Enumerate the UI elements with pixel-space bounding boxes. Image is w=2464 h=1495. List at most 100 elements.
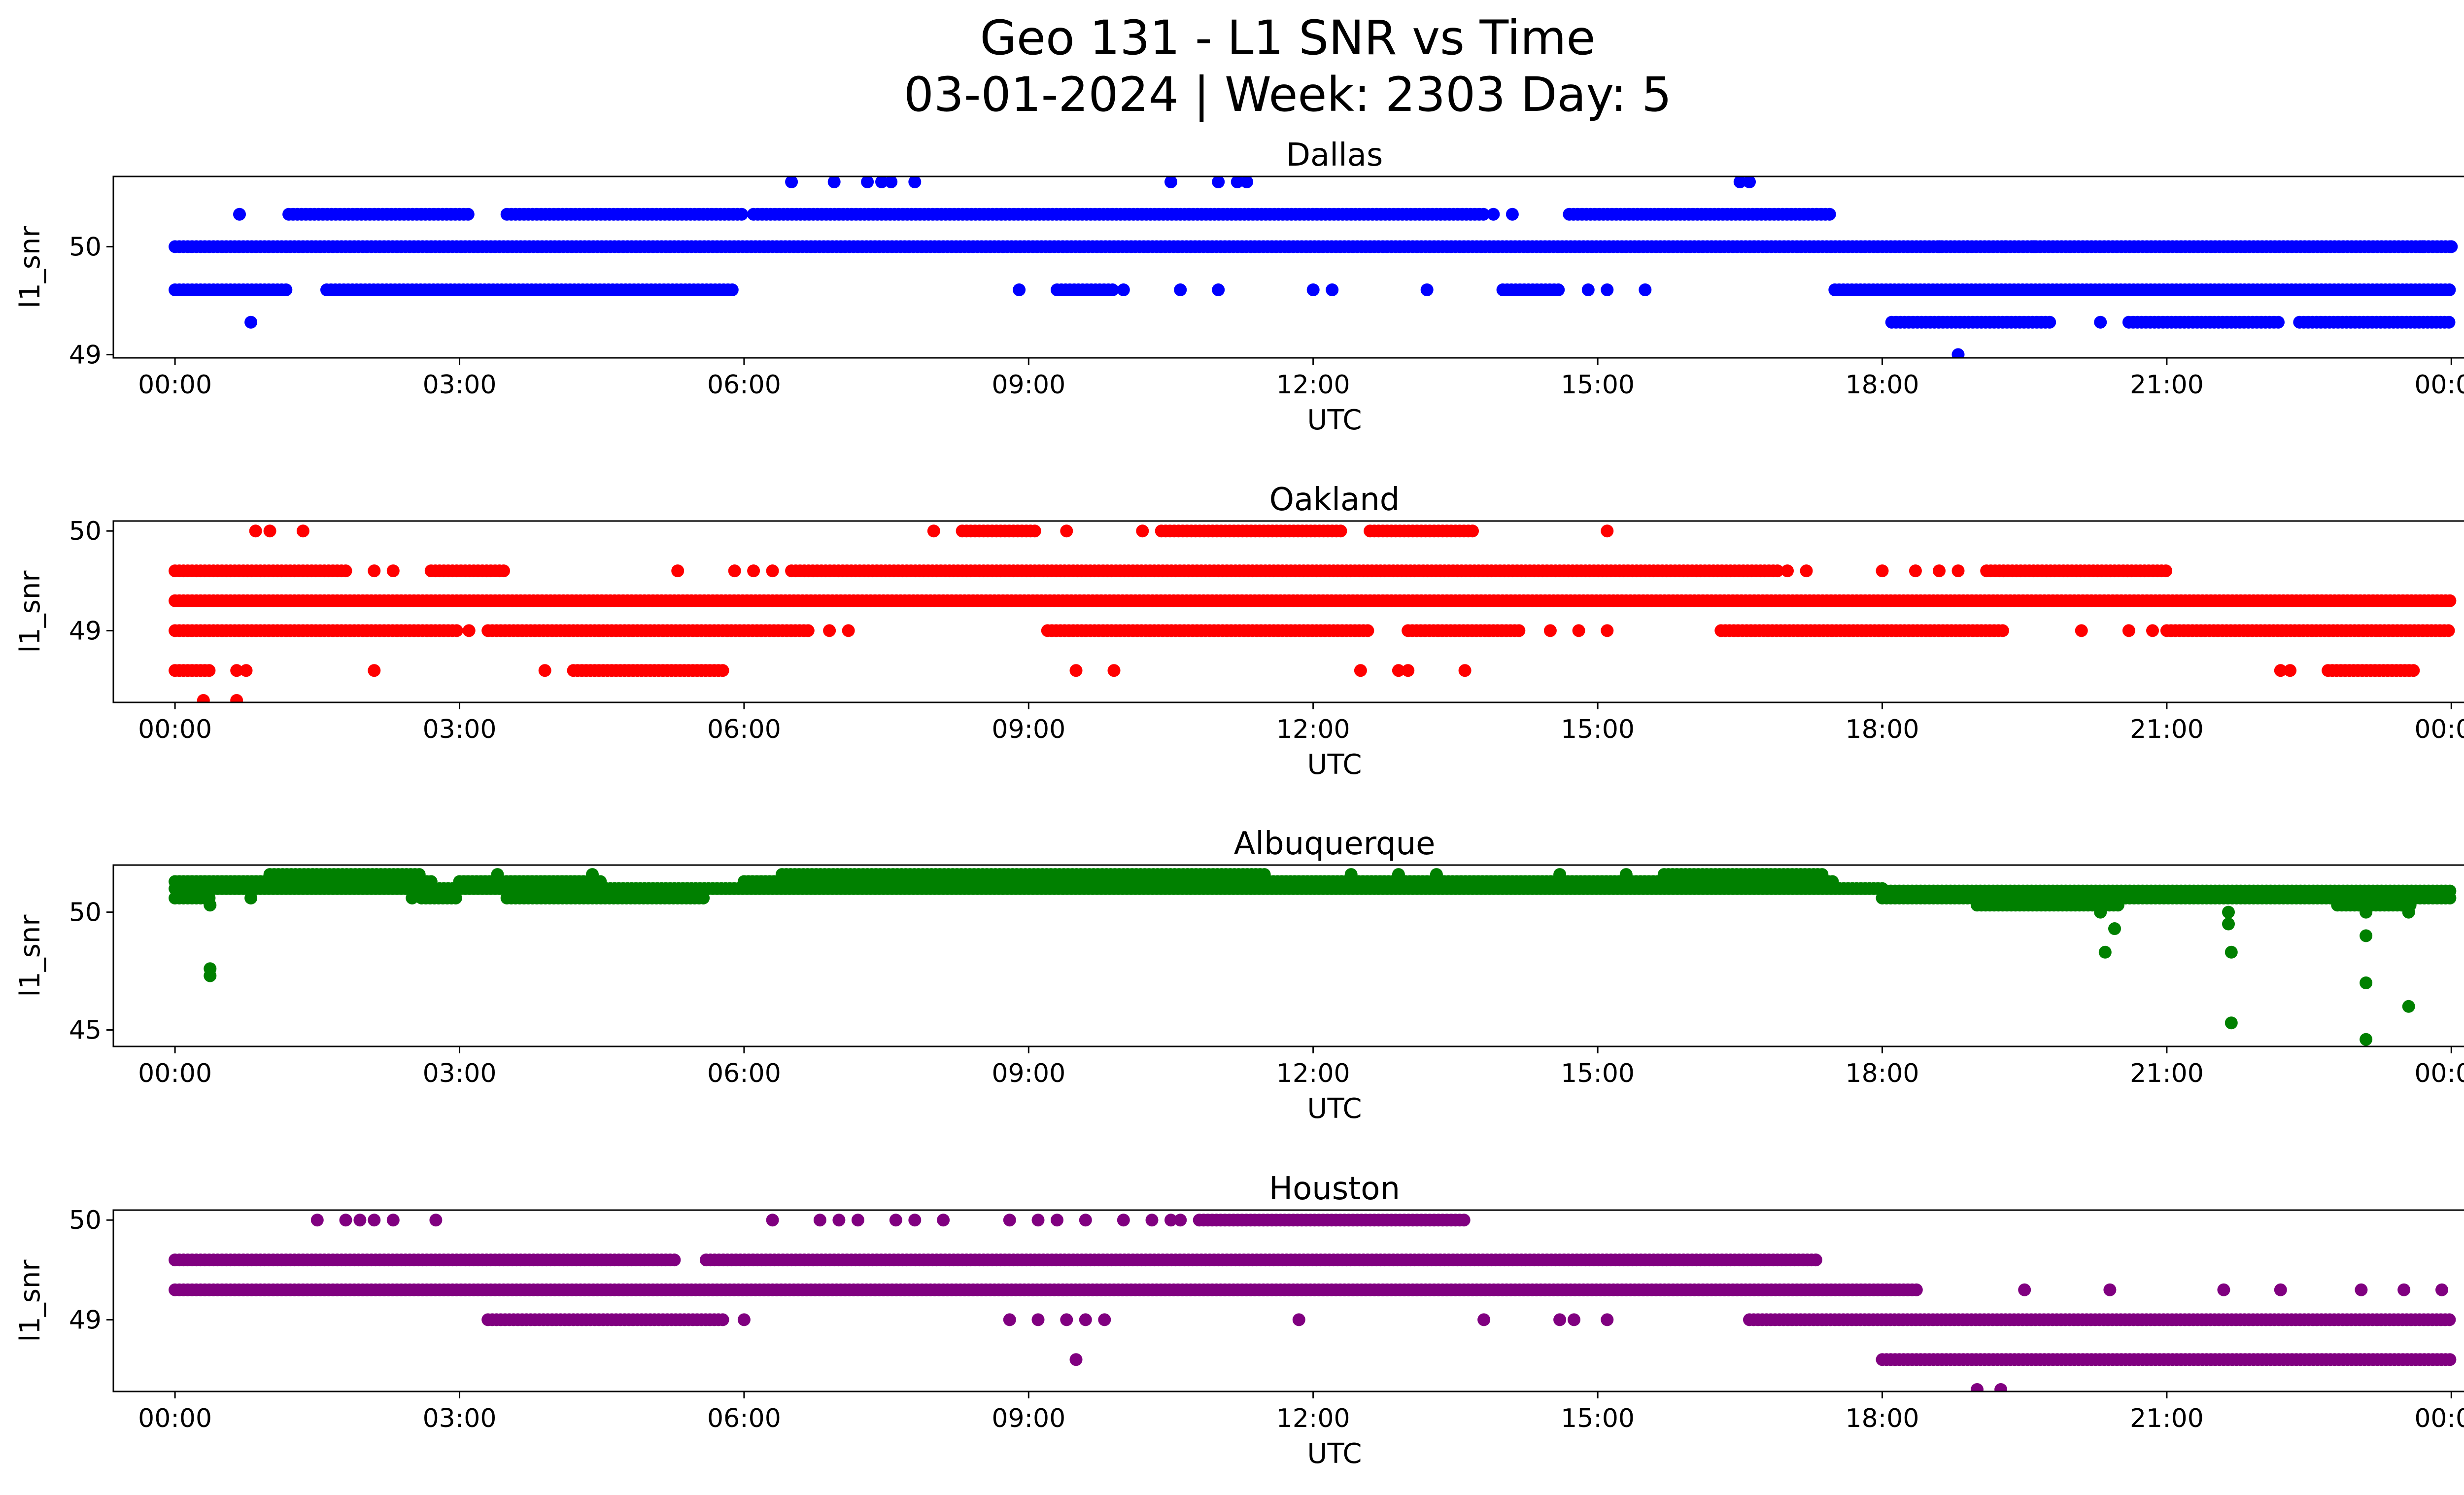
data-point: [697, 891, 710, 904]
figure-title: Geo 131 - L1 SNR vs Time: [980, 10, 1596, 66]
data-point: [1136, 524, 1149, 538]
data-point: [1106, 283, 1119, 296]
data-point: [339, 564, 352, 578]
data-point: [1240, 176, 1253, 188]
data-point: [1231, 176, 1244, 188]
data-point: [1487, 208, 1500, 221]
x-tick-label: 12:00: [1276, 370, 1350, 400]
data-point: [233, 208, 246, 221]
x-tick-label: 00:00: [2414, 370, 2464, 400]
data-point: [1258, 868, 1271, 881]
data-point: [230, 664, 243, 677]
data-point: [1117, 283, 1130, 296]
data-point: [296, 524, 309, 538]
data-point: [1876, 564, 1889, 578]
data-point: [279, 283, 293, 296]
x-tick-label: 12:00: [1276, 1059, 1350, 1088]
data-point: [1619, 868, 1633, 881]
data-point: [1334, 524, 1347, 538]
data-point: [1951, 348, 1965, 358]
data-point: [1572, 624, 1585, 637]
panel-title: Oakland: [1269, 482, 1400, 518]
data-point: [823, 624, 836, 637]
data-point: [1458, 664, 1472, 677]
x-tick-label: 21:00: [2130, 370, 2204, 400]
data-point: [197, 694, 210, 702]
data-point: [1996, 624, 2009, 637]
data-point: [2360, 905, 2373, 919]
data-point: [2222, 917, 2235, 931]
y-tick-label: 50: [69, 232, 102, 262]
data-point: [1581, 283, 1595, 296]
data-point: [2094, 315, 2107, 329]
data-point: [1809, 1253, 1822, 1267]
data-point: [1506, 208, 1519, 221]
x-tick-label: 09:00: [992, 1059, 1065, 1088]
data-point: [1553, 868, 1567, 881]
data-point: [461, 208, 475, 221]
data-point: [1392, 868, 1405, 881]
data-point: [2284, 664, 2297, 677]
points-albuquerque: [169, 868, 2457, 1046]
data-point: [497, 564, 510, 578]
data-point: [2274, 664, 2287, 677]
x-tick-label: 09:00: [992, 715, 1065, 744]
panel-title: Dallas: [1286, 137, 1383, 174]
data-point: [671, 564, 684, 578]
data-point: [368, 564, 381, 578]
data-point: [2442, 315, 2456, 329]
data-point: [908, 176, 922, 188]
data-point: [2402, 905, 2415, 919]
data-point: [263, 524, 276, 538]
x-tick-label: 12:00: [1276, 715, 1350, 744]
x-tick-label: 18:00: [1846, 1059, 1919, 1088]
x-tick-label: 18:00: [1846, 715, 1919, 744]
data-point: [2407, 664, 2420, 677]
x-tick-label: 00:00: [2414, 1059, 2464, 1088]
data-point: [2146, 624, 2159, 637]
data-point: [2043, 315, 2056, 329]
data-point: [801, 624, 815, 637]
data-point: [538, 664, 551, 677]
data-point: [2111, 899, 2124, 912]
data-point: [412, 868, 426, 881]
data-point: [1430, 868, 1443, 881]
x-axis-label: UTC: [1307, 1093, 1362, 1125]
y-tick-label: 45: [69, 1016, 102, 1045]
data-point: [450, 624, 463, 637]
data-point: [1826, 875, 1839, 888]
data-point: [1354, 664, 1367, 677]
y-axis-label: l1_snr: [14, 570, 46, 653]
x-tick-label: 03:00: [423, 715, 497, 744]
data-point: [1933, 240, 1946, 253]
panel-title: Albuquerque: [1233, 826, 1435, 862]
data-point: [1392, 664, 1405, 677]
data-point: [2443, 594, 2457, 607]
y-axis-label: l1_snr: [14, 226, 46, 309]
data-point: [2443, 884, 2457, 898]
x-tick-label: 03:00: [423, 1059, 497, 1088]
data-point: [2027, 240, 2041, 253]
data-point: [240, 664, 253, 677]
x-tick-label: 18:00: [1846, 370, 1919, 400]
data-point: [2360, 929, 2373, 942]
data-point: [1601, 283, 1614, 296]
data-point: [1028, 524, 1041, 538]
data-point: [1733, 176, 1746, 188]
x-tick-label: 00:00: [138, 370, 212, 400]
data-point: [1361, 624, 1374, 637]
data-point: [1344, 868, 1358, 881]
points-dallas: [169, 176, 2458, 358]
data-point: [2224, 1016, 2238, 1030]
data-point: [725, 283, 739, 296]
data-point: [1069, 664, 1083, 677]
axes-frame: [112, 175, 2464, 359]
data-point: [2098, 945, 2112, 959]
data-point: [491, 868, 504, 881]
data-point: [1212, 283, 1225, 296]
data-point: [1466, 524, 1479, 538]
